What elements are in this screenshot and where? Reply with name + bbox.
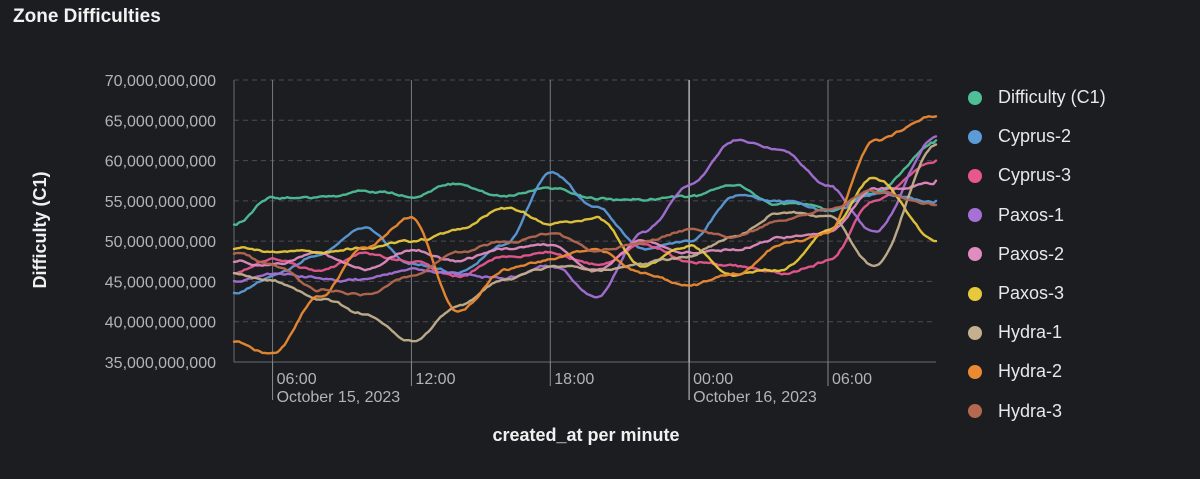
legend-label: Paxos-1	[998, 204, 1065, 225]
series-line-paxos-2[interactable]	[232, 179, 938, 273]
series-line-hydra-2[interactable]	[232, 115, 938, 355]
x-tick-label: 12:00	[415, 371, 455, 388]
legend-label: Hydra-1	[998, 322, 1063, 343]
legend-color-dot	[968, 364, 982, 379]
x-tick-label: 06:00	[277, 371, 317, 388]
legend-item[interactable]: Hydra-3	[968, 392, 1106, 431]
y-tick-label: 45,000,000,000	[105, 274, 216, 291]
legend-label: Paxos-2	[998, 243, 1065, 264]
x-tick-date-label: October 16, 2023	[693, 389, 817, 406]
legend-color-dot	[968, 247, 982, 262]
legend-label: Paxos-3	[998, 283, 1065, 304]
legend-item[interactable]: Difficulty (C1)	[968, 78, 1106, 117]
legend-color-dot	[968, 168, 982, 183]
legend-label: Difficulty (C1)	[998, 87, 1106, 108]
series-line-paxos-1[interactable]	[232, 135, 938, 299]
y-tick-label: 50,000,000,000	[105, 234, 216, 251]
x-tick-label: 00:00	[693, 371, 733, 388]
x-tick-label: 18:00	[554, 371, 594, 388]
legend: Difficulty (C1) Cyprus-2 Cyprus-3 Paxos-1 Pa…	[968, 78, 1106, 431]
legend-color-dot	[968, 129, 982, 144]
legend-color-dot	[968, 90, 982, 105]
legend-item[interactable]: Cyprus-2	[968, 117, 1106, 156]
legend-label: Cyprus-2	[998, 126, 1072, 147]
legend-item[interactable]: Paxos-1	[968, 196, 1106, 235]
legend-item[interactable]: Hydra-2	[968, 352, 1106, 391]
panel-title: Zone Difficulties	[13, 6, 161, 27]
legend-item[interactable]: Paxos-3	[968, 274, 1106, 313]
legend-item[interactable]: Hydra-1	[968, 313, 1106, 352]
x-tick-label: 06:00	[832, 371, 872, 388]
x-tick-date-label: October 15, 2023	[277, 389, 401, 406]
series-line-difficulty-c1[interactable]	[232, 139, 938, 226]
legend-color-dot	[968, 286, 982, 301]
legend-color-dot	[968, 325, 982, 340]
y-tick-label: 55,000,000,000	[105, 194, 216, 211]
y-tick-label: 60,000,000,000	[105, 154, 216, 171]
legend-item[interactable]: Cyprus-3	[968, 156, 1106, 195]
series-line-hydra-1[interactable]	[232, 143, 938, 343]
y-axis-label: Difficulty (C1)	[30, 171, 50, 288]
x-axis-label: created_at per minute	[492, 425, 679, 445]
legend-color-dot	[968, 404, 982, 419]
grid-lines	[233, 79, 936, 363]
y-tick-label: 65,000,000,000	[105, 113, 216, 130]
y-axis: 35,000,000,000 40,000,000,000 45,000,000,0…	[105, 73, 216, 372]
series-lines	[232, 115, 938, 355]
legend-color-dot	[968, 208, 982, 223]
y-tick-label: 40,000,000,000	[105, 315, 216, 332]
y-tick-label: 70,000,000,000	[105, 73, 216, 90]
legend-label: Hydra-3	[998, 400, 1063, 421]
legend-label: Hydra-2	[998, 361, 1063, 382]
series-line-hydra-3[interactable]	[232, 189, 938, 297]
legend-label: Cyprus-3	[998, 165, 1072, 186]
y-tick-label: 35,000,000,000	[105, 355, 216, 372]
legend-item[interactable]: Paxos-2	[968, 235, 1106, 274]
